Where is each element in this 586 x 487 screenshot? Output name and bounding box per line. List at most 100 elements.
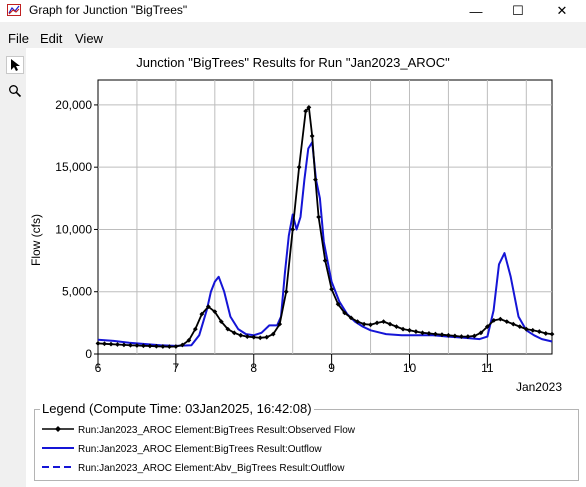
series-marker: [491, 317, 497, 323]
minimize-icon: —: [469, 3, 483, 19]
series-marker: [257, 335, 263, 341]
series-marker: [478, 330, 484, 336]
graph-toolbox: [4, 54, 26, 114]
legend-label: Run:Jan2023_AROC Element:BigTrees Result…: [78, 425, 355, 436]
pointer-tool-button[interactable]: [6, 56, 24, 74]
series-marker: [212, 309, 218, 315]
menu-view[interactable]: View: [75, 31, 103, 46]
legend-box: [34, 409, 579, 481]
series-marker: [549, 331, 555, 337]
series-marker: [446, 332, 451, 338]
series-marker: [433, 331, 438, 337]
x-tick-label: 7: [173, 361, 180, 375]
series-marker: [517, 324, 523, 329]
series-marker: [316, 214, 322, 220]
arrow-pointer-icon: [11, 59, 20, 71]
series-marker: [205, 304, 211, 310]
series-marker: [342, 310, 348, 316]
series-marker: [426, 331, 432, 336]
series-marker: [277, 321, 283, 327]
close-button[interactable]: ✕: [540, 0, 584, 22]
legend-label: Run:Jan2023_AROC Element:BigTrees Result…: [78, 444, 322, 455]
y-axis-ticks: 0 5,000 10,000 15,000 20,000: [55, 98, 98, 361]
menu-bar: File Edit View: [0, 28, 586, 48]
maximize-button[interactable]: ☐: [496, 0, 540, 22]
series-marker: [471, 333, 477, 339]
y-tick-label: 20,000: [55, 98, 92, 112]
series-marker: [497, 316, 503, 322]
y-axis-label: Flow (cfs): [29, 214, 43, 266]
series-marker: [306, 105, 312, 110]
x-tick-label: 10: [403, 361, 417, 375]
y-tick-label: 5,000: [62, 285, 92, 299]
series-marker: [484, 324, 490, 329]
minimize-button[interactable]: —: [454, 0, 498, 22]
series-marker: [231, 330, 237, 336]
series-marker: [368, 322, 373, 328]
series-marker: [536, 329, 542, 334]
series-marker: [154, 343, 159, 349]
series-marker: [335, 301, 341, 307]
close-icon: ✕: [556, 3, 568, 18]
series-marker: [173, 344, 179, 349]
series-marker: [218, 319, 224, 325]
series-marker: [394, 324, 399, 329]
legend-line-dashed-blue: [42, 466, 74, 468]
window-title-bar[interactable]: Graph for Junction "BigTrees" — ☐ ✕: [0, 0, 586, 22]
zoom-tool-button[interactable]: [6, 82, 24, 100]
series-marker: [452, 333, 458, 339]
y-tick-label: 0: [85, 347, 92, 361]
series-marker: [543, 331, 549, 336]
chart-series: [95, 105, 555, 350]
legend-line-solid-blue: [42, 447, 74, 449]
series-marker: [264, 334, 270, 340]
series-marker: [361, 321, 367, 327]
x-tick-label: 9: [328, 361, 335, 375]
window-title: Graph for Junction "BigTrees": [29, 3, 188, 17]
plot-area: [97, 79, 553, 355]
series-marker: [296, 164, 302, 170]
series-marker: [283, 289, 289, 295]
series-marker: [348, 315, 354, 321]
series-marker: [523, 326, 529, 332]
grid-lines: [98, 80, 552, 354]
y-tick-label: 10,000: [55, 222, 92, 236]
series-marker: [309, 133, 315, 139]
series-marker: [238, 332, 244, 338]
series-marker: [504, 319, 510, 325]
y-tick-label: 15,000: [55, 160, 92, 174]
series-marker: [313, 177, 318, 183]
series-marker: [225, 326, 231, 332]
series-marker: [115, 342, 120, 347]
series-marker: [420, 330, 425, 336]
series-marker: [199, 311, 205, 317]
chart-title: Junction "BigTrees" Results for Run "Jan…: [136, 55, 450, 70]
series-marker: [128, 342, 133, 348]
series-marker: [167, 344, 172, 350]
series-marker: [251, 334, 257, 340]
series-marker: [459, 334, 464, 339]
series-marker: [186, 337, 192, 343]
series-marker: [108, 341, 114, 347]
flow-chart[interactable]: 6 7 8 9 10 11 0 5,000 10,000 15,000 20,000 Flow (…: [0, 0, 586, 400]
menu-edit[interactable]: Edit: [40, 31, 63, 46]
series-marker: [374, 320, 380, 326]
series-marker: [95, 341, 101, 346]
series-marker: [387, 321, 393, 327]
x-axis-ticks: 6 7 8 9 10 11: [95, 354, 494, 375]
legend-title: Legend (Compute Time: 03Jan2025, 16:42:0…: [40, 401, 314, 416]
series-marker: [407, 327, 412, 333]
series-marker: [192, 326, 198, 332]
series-marker: [355, 319, 360, 325]
series-marker: [141, 343, 146, 349]
series-marker: [270, 331, 276, 337]
series-marker: [102, 341, 107, 347]
series-line-1: [97, 141, 553, 347]
menu-file[interactable]: File: [8, 31, 29, 46]
series-marker: [303, 108, 309, 114]
series-marker: [413, 329, 419, 334]
maximize-icon: ☐: [512, 3, 524, 18]
series-marker: [439, 332, 445, 338]
legend-label: Run:Jan2023_AROC Element:Abv_BigTrees Re…: [78, 463, 345, 474]
x-axis-label: Jan2023: [516, 380, 562, 394]
